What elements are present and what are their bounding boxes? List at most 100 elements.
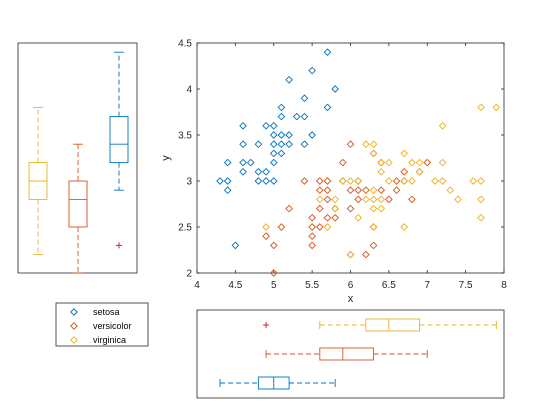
data-point <box>300 94 309 103</box>
data-point <box>277 223 286 231</box>
data-point <box>254 167 263 176</box>
data-point <box>346 140 355 149</box>
outlier <box>116 242 122 249</box>
data-point <box>369 241 378 250</box>
box <box>319 347 374 361</box>
data-point <box>223 186 232 195</box>
data-point <box>415 167 424 176</box>
y-boxplot-area <box>17 42 138 274</box>
data-point <box>354 213 363 222</box>
x-boxplot-versicolor <box>265 347 428 361</box>
data-point <box>300 177 309 185</box>
data-point <box>223 158 232 167</box>
data-point <box>431 177 439 185</box>
data-point <box>477 103 485 112</box>
x-tick-label: 7.5 <box>459 280 473 291</box>
legend: setosa versicolor virginica <box>55 302 149 347</box>
data-point <box>354 177 363 185</box>
data-point <box>400 177 409 185</box>
data-point <box>362 186 370 195</box>
data-point <box>331 204 339 213</box>
data-point <box>323 213 332 222</box>
data-point <box>277 149 286 158</box>
data-point <box>269 131 278 139</box>
data-point <box>369 149 378 158</box>
y-tick-label: 2 <box>186 269 192 280</box>
outlier <box>263 322 270 328</box>
series-virginica <box>262 103 501 259</box>
data-point <box>315 223 324 231</box>
data-point <box>216 177 224 185</box>
data-point <box>346 250 355 259</box>
data-point <box>362 140 370 149</box>
data-point <box>277 131 286 139</box>
legend-marker <box>70 308 78 316</box>
data-point <box>262 121 270 130</box>
y-tick-label: 4.5 <box>178 39 192 50</box>
scatter-axes: 4 4.5 5 5.5 6 6.5 7 7.5 8 2 2.5 3 3.5 4 4.5 x y <box>160 39 507 306</box>
x-boxplots <box>219 318 497 390</box>
data-point <box>285 131 293 139</box>
x-boxplot-virginica <box>263 318 497 332</box>
data-point <box>254 177 263 185</box>
data-point <box>262 177 270 185</box>
data-point <box>308 213 316 222</box>
data-point <box>400 223 409 231</box>
legend-label: versicolor <box>93 321 132 331</box>
data-point <box>239 167 247 176</box>
data-point <box>354 195 363 204</box>
data-point <box>377 186 386 195</box>
data-point <box>369 186 378 195</box>
data-point <box>323 186 332 195</box>
data-point <box>377 195 386 204</box>
data-point <box>408 158 416 167</box>
data-point <box>385 195 393 204</box>
data-point <box>354 186 363 195</box>
data-point <box>292 112 301 121</box>
data-point <box>338 177 347 185</box>
data-point <box>408 177 416 185</box>
data-point <box>323 195 332 204</box>
data-point <box>315 204 324 213</box>
data-point <box>308 131 316 139</box>
x-axis-label: x <box>348 293 354 305</box>
data-point <box>408 195 416 204</box>
data-point <box>346 177 355 185</box>
data-point <box>285 75 293 84</box>
y-boxplot-setosa <box>109 51 129 249</box>
data-point <box>385 158 393 167</box>
data-point <box>400 167 409 176</box>
y-axis-label: y <box>160 155 172 161</box>
x-tick-label: 4.5 <box>228 280 242 291</box>
data-point <box>239 121 247 130</box>
data-point <box>246 158 255 167</box>
data-point <box>262 232 270 241</box>
data-point <box>269 149 278 158</box>
data-point <box>269 269 278 277</box>
box <box>68 180 88 228</box>
data-point <box>446 186 455 195</box>
data-point <box>262 223 270 231</box>
box <box>365 318 421 332</box>
y-boxplots <box>28 51 129 274</box>
data-point <box>362 195 370 204</box>
data-point <box>477 213 485 222</box>
x-tick-label: 7 <box>424 280 430 291</box>
legend-marker <box>70 322 78 330</box>
data-point <box>277 140 286 149</box>
data-point <box>277 103 286 112</box>
data-point <box>477 177 485 185</box>
data-point <box>308 241 316 250</box>
series-setosa <box>216 48 339 250</box>
x-tick-label: 6.5 <box>382 280 396 291</box>
x-boxplot-setosa <box>219 376 336 390</box>
legend-item-setosa: setosa <box>70 307 120 317</box>
data-point <box>323 103 332 112</box>
x-tick-label: 4 <box>194 280 200 291</box>
data-point <box>423 158 432 167</box>
data-point <box>269 121 278 130</box>
data-point <box>269 177 278 185</box>
data-point <box>400 149 409 158</box>
y-tick-label: 3 <box>186 177 192 188</box>
